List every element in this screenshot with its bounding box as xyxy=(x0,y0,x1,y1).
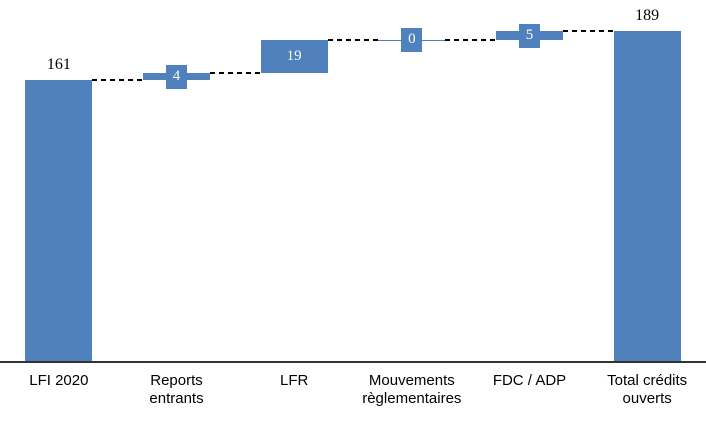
connector-line xyxy=(563,30,614,32)
value-label-box-lfr: 19 xyxy=(283,44,305,69)
value-label-box-reports-entrants: 4 xyxy=(166,64,187,89)
x-axis-label-line: Reports xyxy=(150,372,203,389)
x-axis-label-reports-entrants: Reports entrants xyxy=(88,372,265,408)
bar-lfi-2020 xyxy=(25,80,93,361)
value-label-box-fdc-adp: 5 xyxy=(519,23,540,48)
value-label-total-credits-ouverts: 189 xyxy=(635,7,660,25)
value-label-lfi-2020: 161 xyxy=(46,56,71,74)
x-axis-label-line: Total crédits xyxy=(607,372,688,389)
x-axis-label-line: entrants xyxy=(149,390,204,407)
bar-total-credits-ouverts xyxy=(613,31,681,361)
x-axis-label-lfr: LFR xyxy=(206,372,383,390)
connector-line xyxy=(92,79,143,81)
x-axis-line xyxy=(0,361,706,363)
value-label-box-mouvements-reglementaires: 0 xyxy=(401,27,423,52)
connector-line xyxy=(210,72,261,74)
connector-line xyxy=(445,39,496,41)
x-axis-label-mouvements-reglementaires: Mouvements règlementaires xyxy=(324,372,501,408)
x-axis-label-line: ouverts xyxy=(622,390,672,407)
x-axis-label-fdc-adp: FDC / ADP xyxy=(441,372,618,390)
connector-line xyxy=(327,39,379,41)
x-axis-label-line: Mouvements xyxy=(368,372,455,389)
x-axis-label-total-credits-ouverts: Total crédits ouverts xyxy=(559,372,706,408)
x-axis-label-line: FDC / ADP xyxy=(492,372,567,389)
x-axis-label-lfi-2020: LFI 2020 xyxy=(0,372,147,390)
x-axis-label-line: LFR xyxy=(279,372,309,389)
x-axis-label-line: LFI 2020 xyxy=(29,372,89,389)
x-axis-label-line: règlementaires xyxy=(362,390,462,407)
